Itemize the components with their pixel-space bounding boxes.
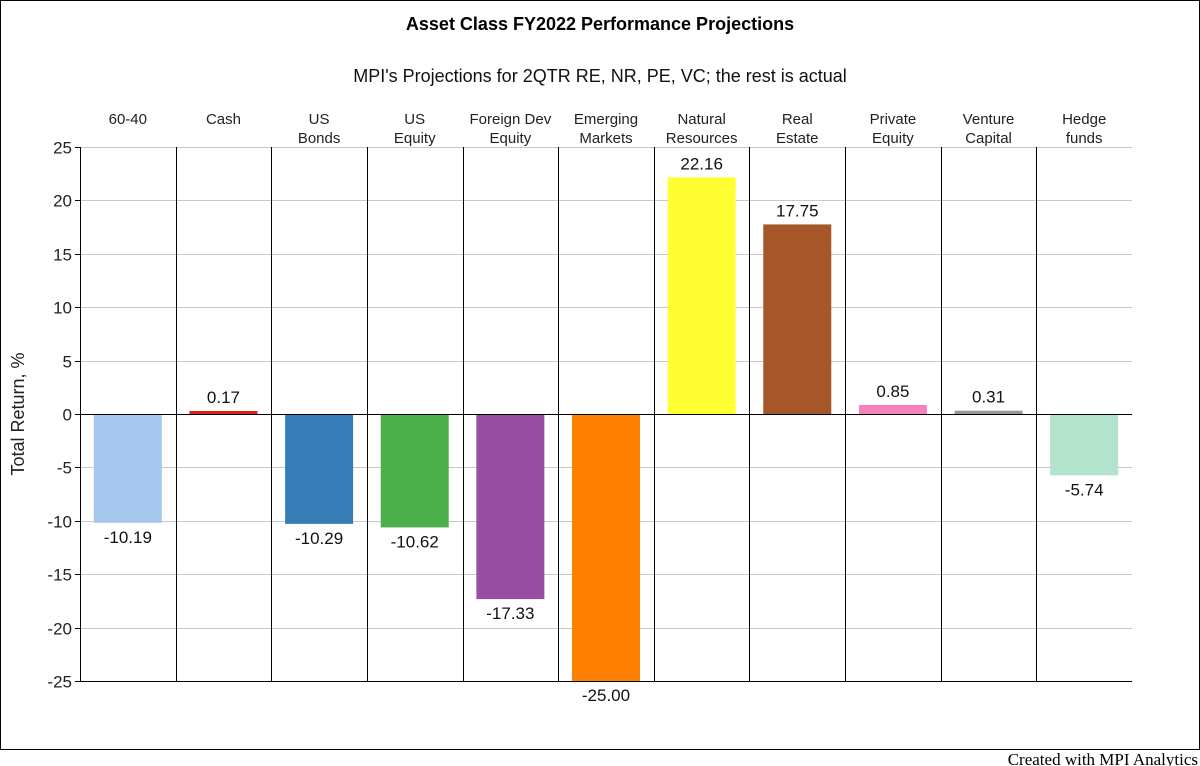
category-label: Bonds	[298, 130, 341, 147]
bar	[93, 414, 162, 523]
bar	[667, 177, 736, 414]
data-label: -5.74	[1065, 480, 1104, 499]
category-label: Equity	[490, 130, 532, 147]
y-tick-label: 0	[63, 406, 72, 425]
data-label: 0.31	[972, 388, 1005, 407]
category-label: Resources	[666, 130, 738, 147]
data-label: -10.29	[295, 529, 343, 548]
y-tick-label: 15	[53, 246, 72, 265]
category-label: Hedge	[1062, 111, 1106, 128]
bar	[763, 224, 832, 414]
data-label: -25.00	[582, 686, 630, 705]
bar	[954, 410, 1023, 414]
data-labels: -10.19 0.17 -10.29 -10.62 -17.33 -25.00 22.16 1…	[104, 154, 1104, 705]
data-label: -10.62	[391, 532, 439, 551]
category-label: Equity	[872, 130, 914, 147]
data-label: 17.75	[776, 201, 819, 220]
category-label: Venture	[963, 111, 1015, 128]
y-tick-label: -10	[47, 513, 72, 532]
category-label: Equity	[394, 130, 436, 147]
data-label: -10.19	[104, 528, 152, 547]
category-label: Real	[782, 111, 813, 128]
y-tick-label: 20	[53, 192, 72, 211]
bar	[189, 411, 258, 414]
chart-subtitle: MPI's Projections for 2QTR RE, NR, PE, V…	[353, 66, 847, 86]
bar	[572, 414, 640, 681]
bar	[476, 414, 545, 600]
category-label: Estate	[776, 130, 819, 147]
y-tick-label: -15	[47, 566, 72, 585]
bar	[1050, 414, 1119, 476]
data-label: 0.85	[876, 382, 909, 401]
bar	[285, 414, 354, 524]
category-labels: 60-40 Cash US Bonds US Equity Foreign Dev Equit…	[109, 111, 1107, 147]
data-label: -17.33	[486, 604, 534, 623]
y-tick-label: 10	[53, 299, 72, 318]
category-label: Foreign Dev	[470, 111, 552, 128]
data-label: 22.16	[680, 154, 723, 173]
chart-title: Asset Class FY2022 Performance Projectio…	[406, 14, 794, 34]
y-tick-label: -5	[57, 459, 72, 478]
category-label: Emerging	[574, 111, 638, 128]
y-tick-label: 25	[53, 139, 72, 158]
category-label: Markets	[579, 130, 632, 147]
category-label: funds	[1066, 130, 1103, 147]
y-tick-label: 5	[63, 353, 72, 372]
y-tick-labels: 25 20 15 10 5 0 -5 -10 -15 -20 -25	[47, 139, 80, 692]
category-label: Private	[870, 111, 917, 128]
category-label: US	[404, 111, 425, 128]
credit-text: Created with MPI Analytics	[1008, 750, 1198, 766]
category-label: Natural	[677, 111, 725, 128]
bar	[380, 414, 449, 528]
category-label: Capital	[965, 130, 1012, 147]
category-label: US	[309, 111, 330, 128]
bars	[93, 177, 1119, 681]
bar	[858, 404, 927, 414]
y-axis-title: Total Return, %	[8, 352, 28, 475]
data-label: 0.17	[207, 388, 240, 407]
y-tick-label: -20	[47, 620, 72, 639]
category-label: 60-40	[109, 111, 147, 128]
y-tick-label: -25	[47, 673, 72, 692]
category-label: Cash	[206, 111, 241, 128]
